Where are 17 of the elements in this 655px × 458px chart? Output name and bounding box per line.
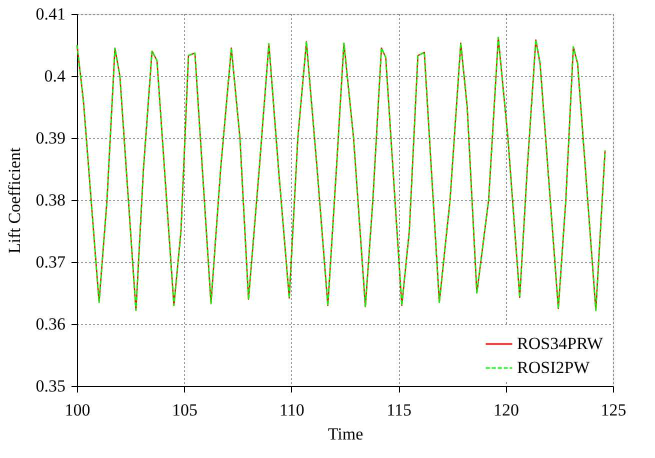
x-tick-label: 110 bbox=[279, 400, 304, 420]
y-tick-label: 0.41 bbox=[36, 4, 66, 24]
x-tick-label: 125 bbox=[600, 400, 626, 420]
x-tick-label: 100 bbox=[64, 400, 90, 420]
y-tick-label: 0.35 bbox=[36, 376, 66, 396]
legend-label: ROS34PRW bbox=[517, 334, 604, 353]
y-tick-label: 0.38 bbox=[36, 190, 66, 210]
y-axis-title: Lift Coefficient bbox=[4, 147, 24, 254]
legend-label: ROSI2PW bbox=[517, 358, 591, 377]
y-tick-label: 0.39 bbox=[36, 128, 66, 148]
y-tick-label: 0.37 bbox=[36, 252, 66, 272]
x-tick-label: 115 bbox=[386, 400, 412, 420]
x-tick-label: 105 bbox=[172, 400, 198, 420]
y-tick-label: 0.36 bbox=[36, 314, 66, 334]
y-tick-label: 0.4 bbox=[44, 66, 66, 86]
x-axis-title: Time bbox=[328, 424, 364, 444]
x-tick-label: 120 bbox=[494, 400, 520, 420]
